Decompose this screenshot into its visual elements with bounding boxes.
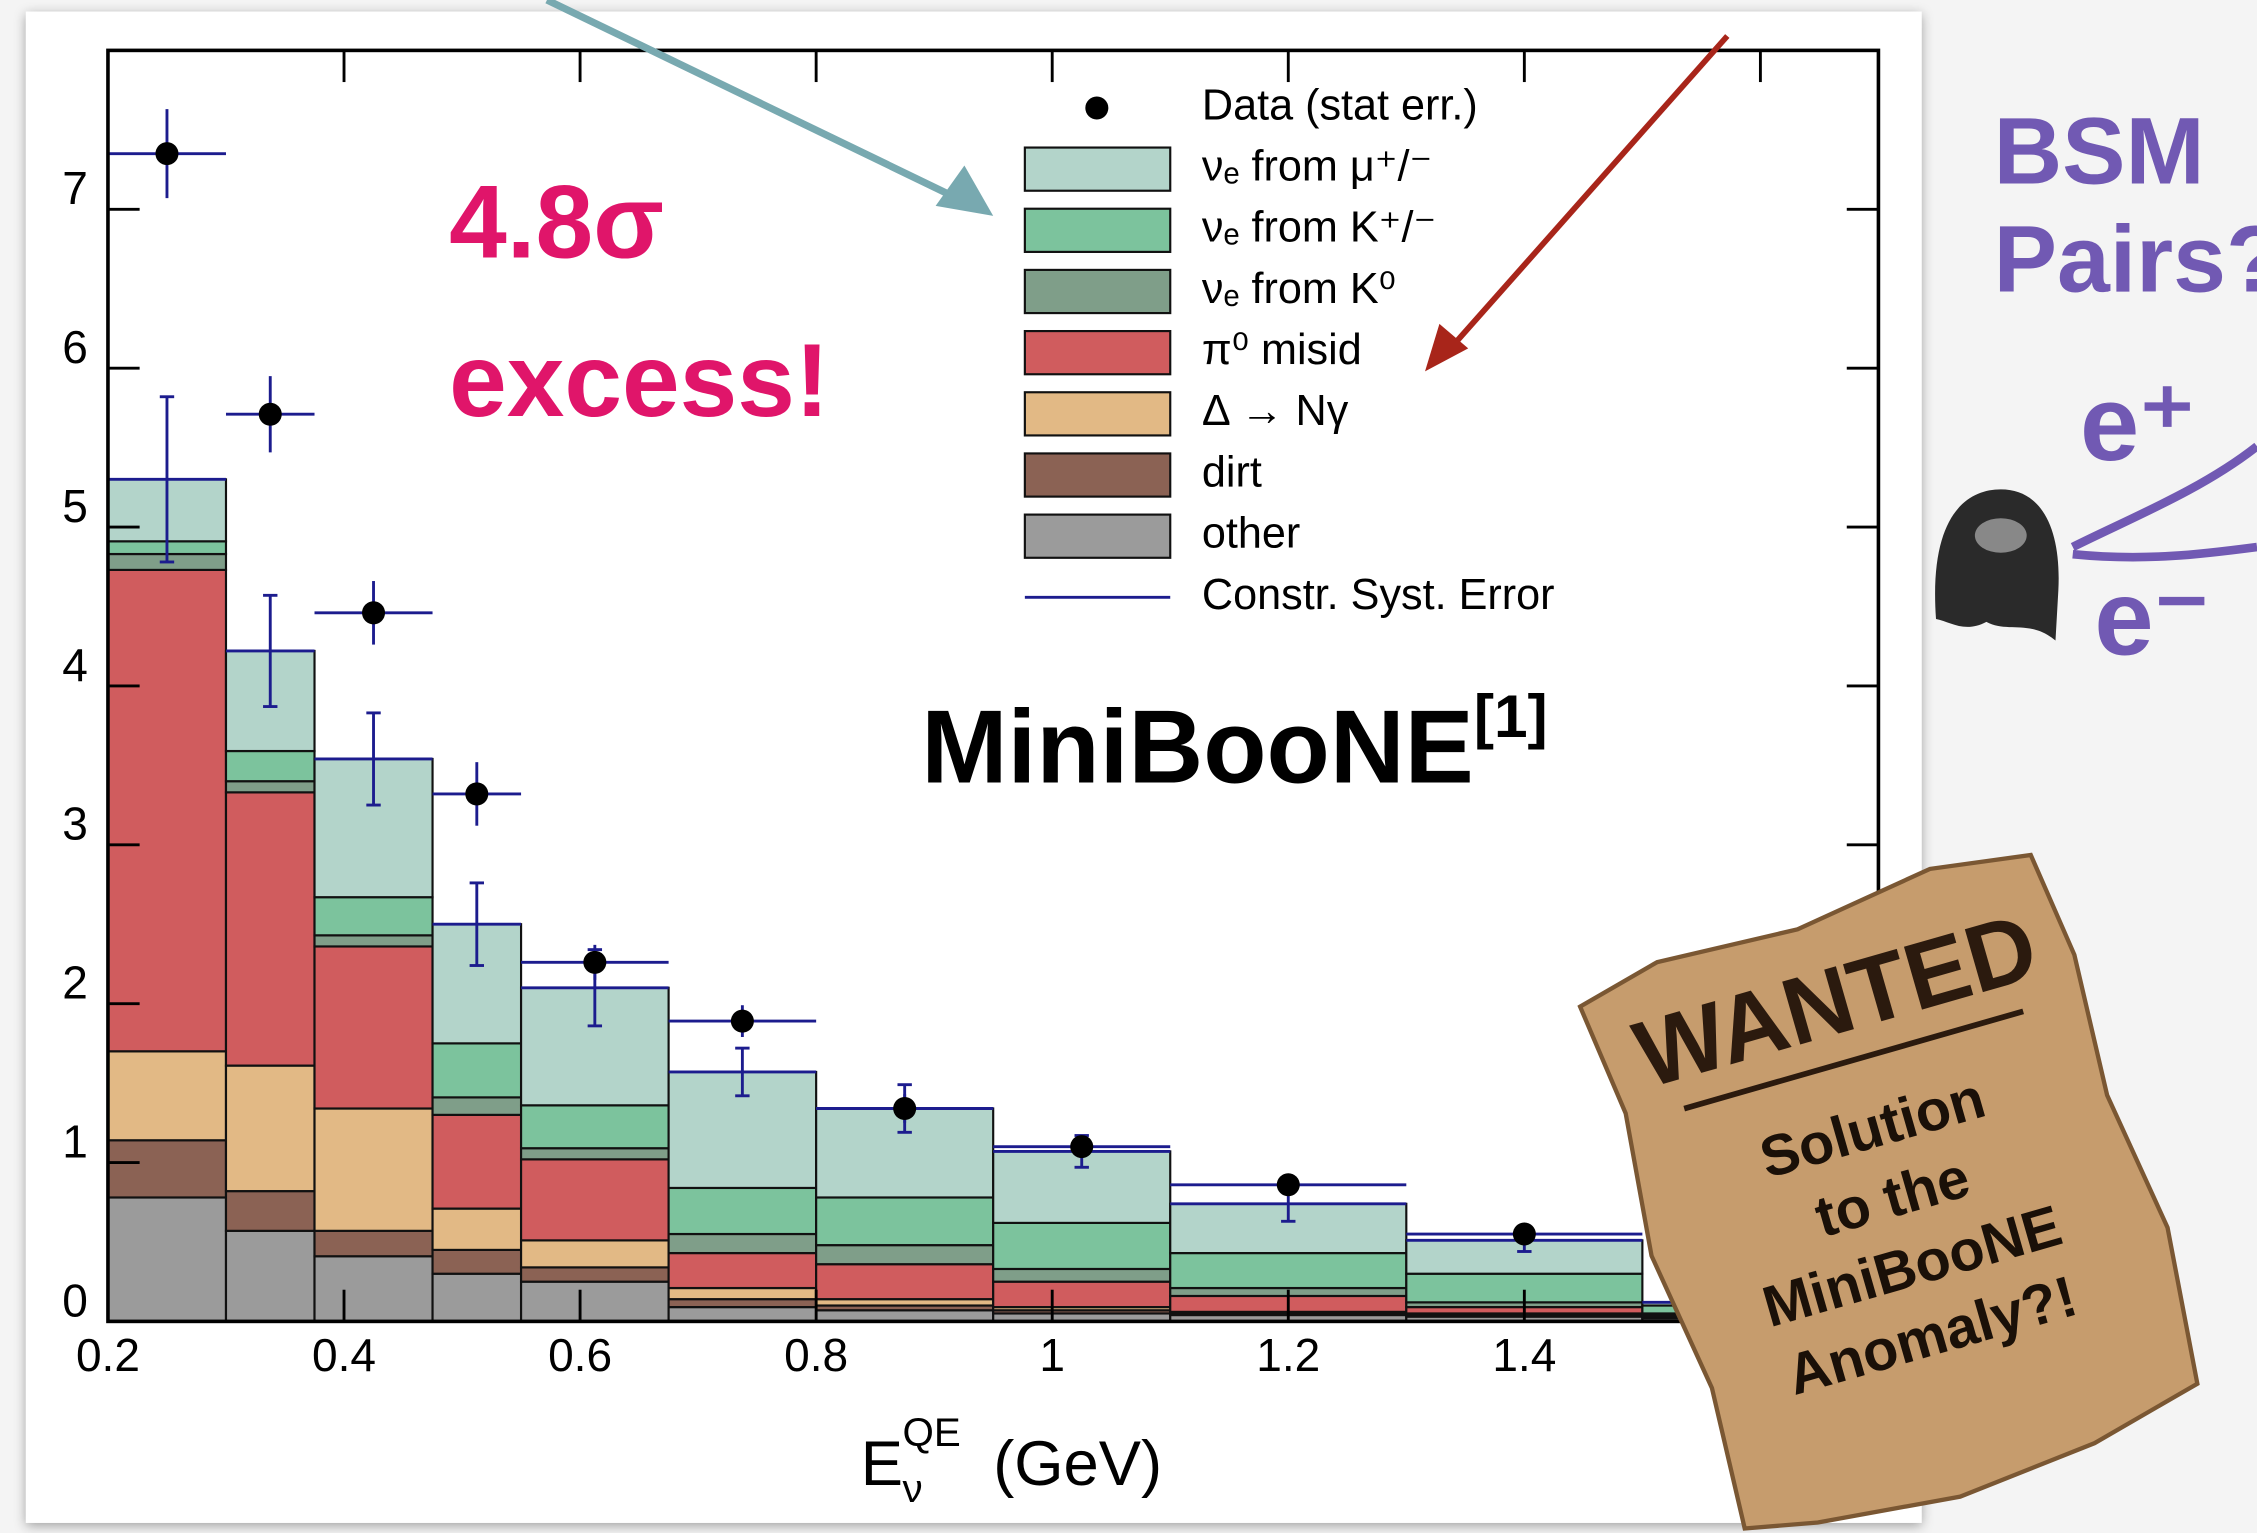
histogram-segment — [315, 1109, 433, 1231]
histogram-segment — [433, 1115, 522, 1209]
data-point — [1070, 1135, 1093, 1158]
y-tick-label: 3 — [62, 798, 88, 850]
x-tick-label: 0.4 — [312, 1329, 376, 1381]
histogram-segment — [108, 1140, 226, 1197]
histogram-segment — [315, 935, 433, 946]
legend-swatch — [1025, 331, 1170, 374]
annotation: excess! — [449, 322, 829, 438]
histogram-segment — [521, 1159, 669, 1240]
page: {"chart_data": { "type": "stacked_histog… — [0, 0, 2257, 1533]
x-tick-label: 1.2 — [1256, 1329, 1320, 1381]
histogram-segment — [433, 1250, 522, 1274]
data-point — [893, 1097, 916, 1120]
legend-label: π⁰ misid — [1202, 326, 1362, 374]
histogram-segment — [993, 1282, 1170, 1307]
histogram-segment — [108, 1051, 226, 1140]
legend-swatch — [1025, 270, 1170, 313]
y-tick-label: 4 — [62, 639, 88, 691]
x-label-sup: QE — [903, 1410, 961, 1455]
data-point — [1277, 1173, 1300, 1196]
data-point — [1513, 1222, 1536, 1245]
title-reference: [1] — [1474, 682, 1548, 750]
histogram-segment — [521, 1267, 669, 1281]
histogram-segment — [816, 1245, 993, 1264]
ghost-face — [1975, 518, 2027, 553]
legend-swatch — [1025, 515, 1170, 558]
x-label-unit: (GeV) — [993, 1429, 1162, 1499]
histogram-segment — [521, 1240, 669, 1267]
x-label-base: E — [861, 1429, 903, 1499]
histogram-segment — [669, 1234, 817, 1253]
data-point — [465, 782, 488, 805]
histogram-segment — [816, 1264, 993, 1299]
histogram-segment — [226, 792, 315, 1065]
x-tick-label: 1.4 — [1492, 1329, 1556, 1381]
data-point — [259, 403, 282, 426]
histogram-segment — [816, 1197, 993, 1245]
legend-swatch — [1025, 209, 1170, 252]
histogram-segment — [433, 1097, 522, 1114]
histogram-segment — [108, 1197, 226, 1321]
legend-label: νₑ from μ⁺/⁻ — [1202, 143, 1432, 191]
y-tick-label: 5 — [62, 480, 88, 532]
x-tick-label: 0.2 — [76, 1329, 140, 1381]
histogram-segment — [315, 946, 433, 1108]
histogram-segment — [226, 1231, 315, 1322]
histogram-segment — [669, 1299, 817, 1307]
histogram-segment — [315, 897, 433, 935]
legend-label: Constr. Syst. Error — [1202, 571, 1555, 619]
y-tick-label: 0 — [62, 1274, 88, 1326]
histogram-segment — [993, 1223, 1170, 1269]
x-tick-label: 0.8 — [784, 1329, 848, 1381]
data-point — [731, 1010, 754, 1033]
legend-swatch — [1025, 392, 1170, 435]
histogram-segment — [226, 1066, 315, 1192]
histogram-segment — [315, 1231, 433, 1256]
histogram-segment — [521, 1282, 669, 1322]
histogram-segment — [669, 1253, 817, 1288]
chart-title: MiniBooNE[1] — [921, 682, 1547, 805]
legend-swatch — [1025, 453, 1170, 496]
annotation: 4.8σ — [449, 164, 664, 280]
legend-label: Data (stat err.) — [1202, 81, 1478, 129]
legend-marker — [1085, 96, 1108, 119]
legend-label: other — [1202, 510, 1300, 558]
legend-swatch — [1025, 148, 1170, 191]
title-text: MiniBooNE — [921, 689, 1474, 805]
histogram-segment — [521, 1148, 669, 1159]
slide: 012345670.20.40.60.811.21.41.6Data (stat… — [0, 0, 2257, 1533]
y-tick-label: 6 — [62, 321, 88, 373]
x-label-sub: ν — [903, 1466, 923, 1511]
histogram-segment — [226, 751, 315, 781]
histogram-segment — [226, 1191, 315, 1231]
legend-label: νₑ from K⁰ — [1202, 265, 1396, 313]
histogram-segment — [433, 1043, 522, 1097]
legend-label: dirt — [1202, 448, 1262, 496]
legend-label: νₑ from K⁺/⁻ — [1202, 204, 1436, 252]
particle: e⁺ — [2080, 364, 2195, 483]
data-point — [362, 601, 385, 624]
histogram-segment — [669, 1307, 817, 1321]
histogram-segment — [433, 1274, 522, 1322]
particle: e⁻ — [2094, 558, 2209, 677]
histogram-segment — [315, 1256, 433, 1321]
y-tick-label: 1 — [62, 1115, 88, 1167]
heading: BSM — [1994, 98, 2205, 204]
heading: Pairs? — [1994, 206, 2257, 312]
y-tick-label: 2 — [62, 957, 88, 1009]
legend-label: Δ → Nγ — [1202, 387, 1349, 435]
histogram-segment — [1170, 1253, 1406, 1288]
histogram-segment — [226, 781, 315, 792]
x-tick-label: 0.6 — [548, 1329, 612, 1381]
histogram-segment — [521, 1105, 669, 1148]
data-point — [155, 142, 178, 165]
histogram-segment — [433, 1209, 522, 1250]
y-tick-label: 7 — [62, 162, 88, 214]
histogram-segment — [669, 1288, 817, 1299]
histogram-segment — [993, 1269, 1170, 1282]
histogram-segment — [108, 570, 226, 1051]
histogram-segment — [669, 1188, 817, 1234]
data-point — [583, 951, 606, 974]
x-tick-label: 1 — [1039, 1329, 1065, 1381]
